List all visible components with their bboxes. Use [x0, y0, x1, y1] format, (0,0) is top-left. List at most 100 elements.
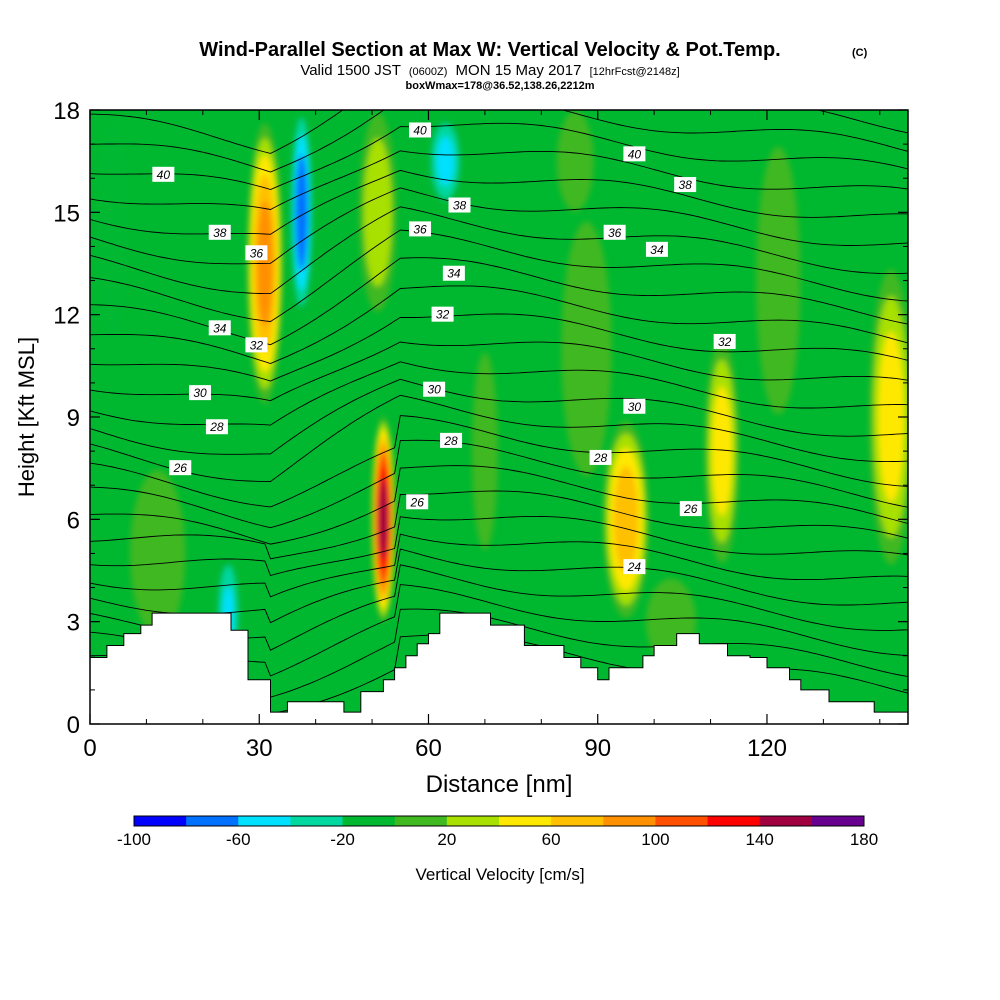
isentrope-label-text: 26 [683, 502, 698, 516]
isentrope-label-box [623, 146, 646, 162]
isentrope-label-box [205, 419, 228, 435]
colorbar-tick-label: 180 [850, 830, 878, 849]
colorbar-swatch [655, 816, 709, 826]
y-tick-label: 0 [67, 712, 80, 739]
isentrope-label: 34 [442, 265, 465, 281]
isentrope-line [90, 533, 908, 598]
colorbar-swatch [811, 816, 865, 826]
colorbar-frame [133, 815, 865, 827]
y-tick-label: 15 [53, 200, 80, 227]
isentrope-label-box [406, 494, 429, 510]
isentrope-label: 30 [423, 381, 446, 397]
colorbar-tick-label: -20 [330, 830, 355, 849]
velocity-cell [471, 352, 498, 550]
isentrope-label: 34 [208, 320, 231, 336]
velocity-band [613, 466, 639, 573]
isentrope-line [90, 150, 908, 210]
velocity-cell [130, 469, 186, 637]
isentrope-label-box [208, 224, 231, 240]
isentrope-label-text: 32 [718, 335, 732, 349]
y-tick-label: 12 [53, 303, 80, 330]
isentrope-label: 38 [674, 177, 697, 193]
colorbar-tick-label: -60 [226, 830, 251, 849]
isentrope-label: 36 [245, 245, 268, 261]
isentrope-label-text: 34 [447, 267, 461, 281]
isentrope-label: 30 [189, 385, 212, 401]
colorbar-tick-label: -100 [117, 830, 151, 849]
isentrope-label-box [440, 432, 463, 448]
colorbar-label: Vertical Velocity [cm/s] [415, 865, 584, 884]
colorbar-tick-label: 140 [746, 830, 774, 849]
velocity-cell [704, 338, 739, 564]
isentrope-label-box [152, 166, 175, 182]
isentrope-label-box [589, 449, 612, 465]
isentrope-line [90, 313, 908, 382]
terrain-mask [90, 612, 908, 724]
velocity-band [436, 136, 455, 186]
isentrope-label-text: 38 [678, 178, 692, 192]
isentrope-label-text: 28 [593, 451, 608, 465]
velocity-band [98, 120, 127, 338]
isentrope-line [90, 110, 908, 173]
isentrope-label: 26 [406, 494, 429, 510]
colorbar-swatch [394, 816, 448, 826]
isentrope-label-text: 30 [193, 386, 207, 400]
colorbar-swatch [290, 816, 344, 826]
isentrope-label-box [409, 122, 432, 138]
colorbar-swatch [134, 816, 187, 826]
isentrope-label-text: 28 [209, 420, 224, 434]
colorbar-tick-label: 100 [641, 830, 669, 849]
colorbar-swatch [186, 816, 239, 826]
isentrope-label-text: 40 [157, 168, 171, 182]
isentrope-label-text: 36 [250, 246, 264, 260]
isentrope-label-box [245, 337, 268, 353]
y-tick-label: 3 [67, 610, 80, 637]
isentrope-label-box [603, 224, 626, 240]
velocity-cell [428, 114, 463, 208]
y-axis-label: Height [Kft MSL] [14, 337, 39, 497]
isentrope-label-box [442, 265, 465, 281]
isentrope-label-box [409, 221, 432, 237]
colorbar-swatch [446, 816, 500, 826]
y-tick-label: 6 [67, 507, 80, 534]
valid-time: Valid 1500 JST (0600Z) MON 15 May 2017 [… [300, 62, 679, 79]
isentrope-line [90, 394, 908, 482]
x-tick-label: 60 [415, 735, 442, 762]
isentrope-line [90, 515, 908, 577]
velocity-band [363, 138, 392, 287]
isentrope-label: 32 [431, 306, 454, 322]
isentrope-label-text: 38 [213, 226, 227, 240]
x-tick-label: 120 [747, 735, 787, 762]
isentrope-label: 28 [205, 419, 228, 435]
colorbar: -100 -60 -20 20 60 100 140 180 [117, 815, 878, 849]
isentrope-label-box [674, 177, 697, 193]
forecast-tag: [12hrFcst@2148z] [590, 66, 680, 78]
isentrope-label-box [713, 333, 736, 349]
isentrope-label-text: 30 [427, 383, 441, 397]
isentrope-label-text: 26 [173, 461, 188, 475]
isentrope-label: 36 [409, 221, 432, 237]
isentrope-line [90, 187, 908, 265]
isentrope-label-box [645, 241, 668, 257]
isentrope-label-box [189, 385, 212, 401]
isentrope-label-box [448, 197, 471, 213]
isentrope-label: 26 [679, 501, 702, 517]
x-tick-label: 0 [83, 735, 96, 762]
isentrope-label: 40 [409, 122, 432, 138]
velocity-cell [756, 146, 801, 415]
velocity-band [561, 221, 612, 476]
colorbar-swatch [707, 816, 761, 826]
isentrope-line [90, 110, 908, 154]
velocity-band [556, 111, 594, 212]
isentrope-label-text: 40 [628, 147, 642, 161]
isentrope-line [90, 415, 908, 508]
title-mark: (C) [852, 47, 868, 59]
isentrope-label: 38 [448, 197, 471, 213]
colorbar-swatch [238, 816, 291, 826]
velocity-cell [358, 112, 397, 312]
box-info: boxWmax=178@36.52,138.26,2212m [406, 80, 595, 92]
isentrope-label: 40 [152, 166, 175, 182]
velocity-band [378, 479, 388, 560]
